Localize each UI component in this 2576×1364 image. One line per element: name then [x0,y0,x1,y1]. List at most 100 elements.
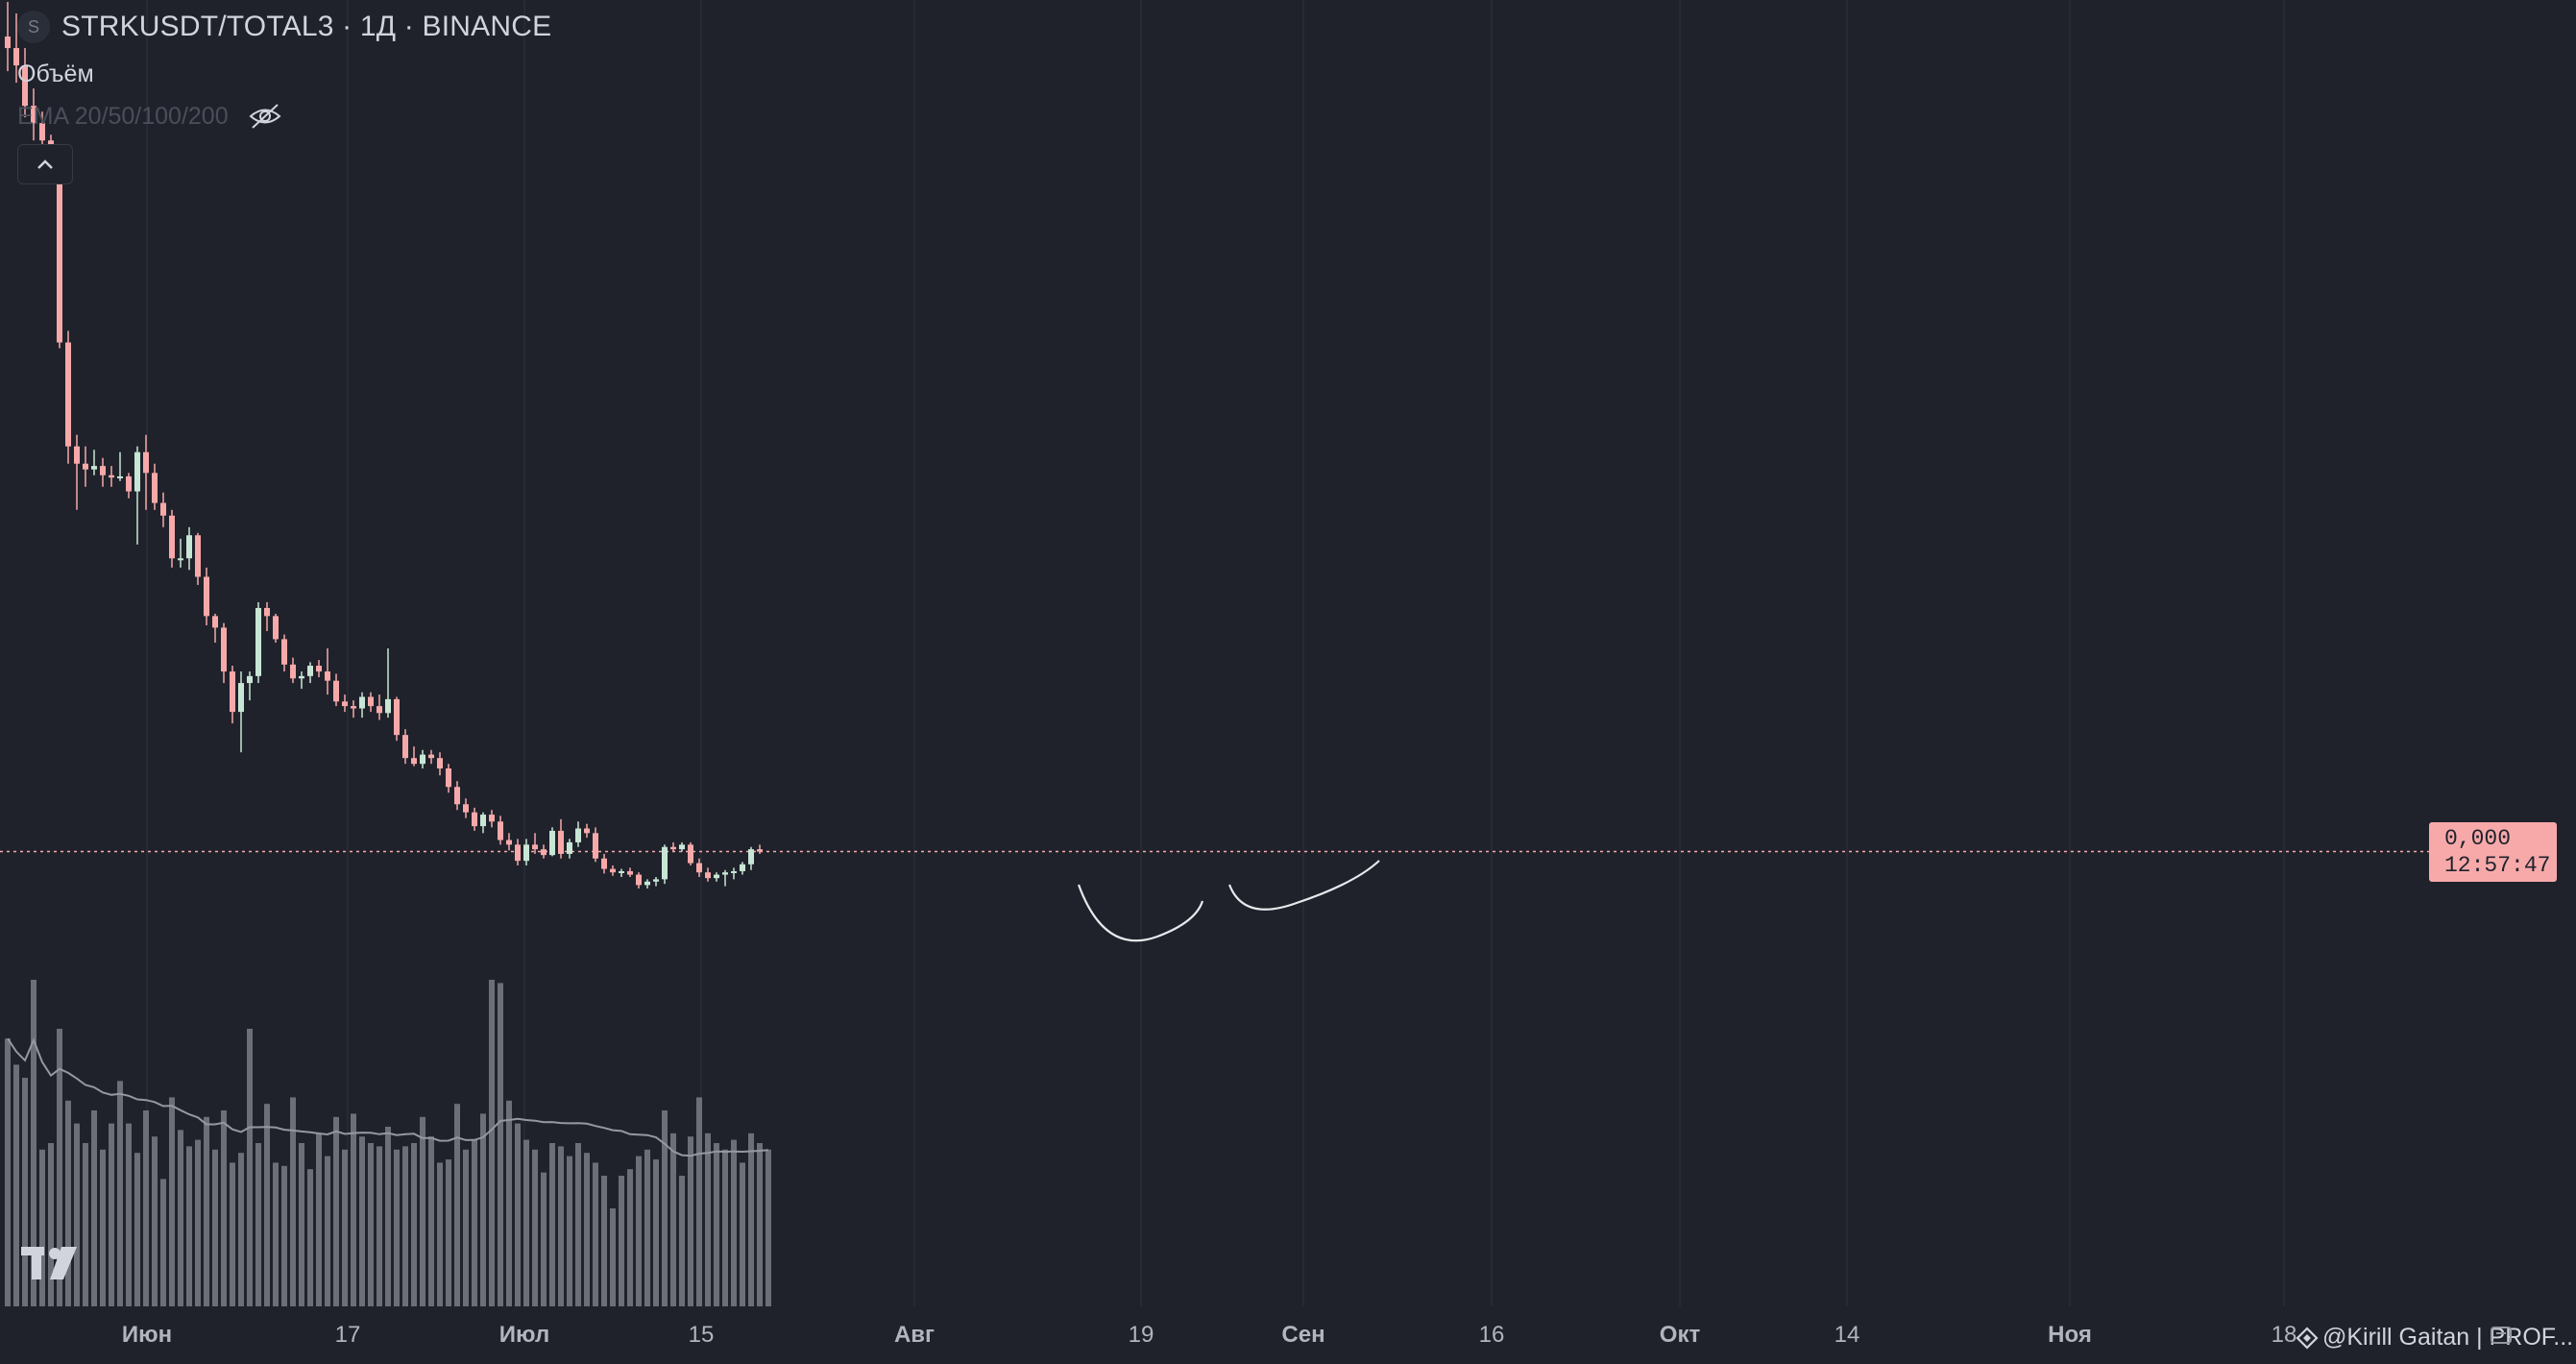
candle [472,807,477,831]
candle-body [619,870,624,873]
candle-body [39,123,45,141]
candle [377,694,382,720]
volume-bar [420,1116,425,1306]
candle [740,862,745,875]
volume-bar [402,1146,408,1306]
drawing-arc-right [1227,860,1380,911]
symbol-row[interactable]: S STRKUSDT/TOTAL3 · 1Д · BINANCE [17,8,551,46]
volume-bar [74,1123,80,1306]
candle [13,13,19,84]
volume-bar [13,1064,19,1306]
candle [610,865,616,876]
collapse-legend-button[interactable] [17,144,73,184]
author-watermark: @Kirill Gaitan | PROF... [2296,1324,2573,1352]
volume-bar [679,1176,685,1306]
candle-body [57,158,62,343]
volume-bar [143,1110,149,1306]
volume-bar [472,1139,477,1306]
volume-bar [65,1100,71,1306]
symbol-title[interactable]: STRKUSDT/TOTAL3 · 1Д · BINANCE [61,11,552,42]
volume-bar [619,1176,624,1306]
tradingview-logo[interactable] [19,1245,85,1281]
candle-body [247,675,253,684]
candle [385,648,391,719]
volume-bar [498,983,503,1306]
volume-indicator-label[interactable]: Объём [17,60,94,87]
candle [83,446,88,487]
candle-body [688,844,693,864]
volume-bar [515,1123,521,1306]
candle-body [204,576,209,617]
volume-bar [5,1038,11,1306]
candle [221,622,227,684]
volume-bar [437,1162,443,1306]
candle [428,749,434,765]
candle-body [472,812,477,827]
candle-body [31,106,36,124]
last-price-value: 0,000 [2444,826,2512,851]
volume-bar [238,1153,244,1306]
settings-corner-icon[interactable] [2488,1322,2516,1349]
candle [195,532,201,585]
volume-bar [307,1169,313,1306]
chart-legend: S STRKUSDT/TOTAL3 · 1Д · BINANCE Объём E… [17,8,551,184]
volume-bar [195,1139,201,1306]
candle [5,1,11,72]
candle-body [307,666,313,676]
candle-body [532,844,538,850]
candle-body [264,607,270,617]
candle-body [454,787,460,805]
ema-indicator-row[interactable]: EMA 20/50/100/200 [17,102,551,131]
candle [299,671,304,690]
volume-bar [325,1156,330,1306]
candle-body [593,833,598,859]
candle-body [584,828,590,834]
candle-body [238,683,244,713]
candle [653,876,659,887]
candle-body [255,607,261,676]
bar-countdown: 12:57:47 [2444,853,2551,878]
candle-body [705,872,711,879]
candle-body [523,844,529,862]
volume-bar [636,1156,642,1306]
candle [619,868,624,877]
volume-bar [541,1172,547,1306]
candle [368,692,374,713]
volume-bar [627,1169,633,1306]
candle-body [368,696,374,707]
volume-bar [523,1139,529,1306]
candle-body [178,558,183,561]
volume-bar [549,1143,555,1306]
candle-body [13,48,19,66]
candle [644,879,650,889]
candle-body [377,706,382,714]
candle [143,434,149,510]
chevron-up-icon [37,159,53,169]
candle [100,457,106,487]
candle-body [498,821,503,840]
volume-indicator-row[interactable]: Объём [17,60,551,88]
candle [454,781,460,811]
candle-body [740,864,745,871]
candle-body [411,758,417,765]
candle-body [109,475,114,478]
volume-bar [178,1130,183,1306]
volume-bar [575,1143,581,1306]
candle [273,613,279,644]
candle-body [558,830,564,854]
candle-body [152,473,158,503]
ema-indicator-label[interactable]: EMA 20/50/100/200 [17,102,229,130]
candle [65,330,71,464]
candle-body [273,616,279,640]
candle [480,812,486,834]
volume-bar [299,1143,304,1306]
eye-off-icon[interactable] [248,102,282,131]
candle-body [281,639,287,665]
candle [601,853,607,874]
volume-bar [273,1162,279,1306]
volume-bar [368,1143,374,1306]
candle [186,526,192,571]
volume-bar [385,1127,391,1306]
candle [160,492,166,527]
